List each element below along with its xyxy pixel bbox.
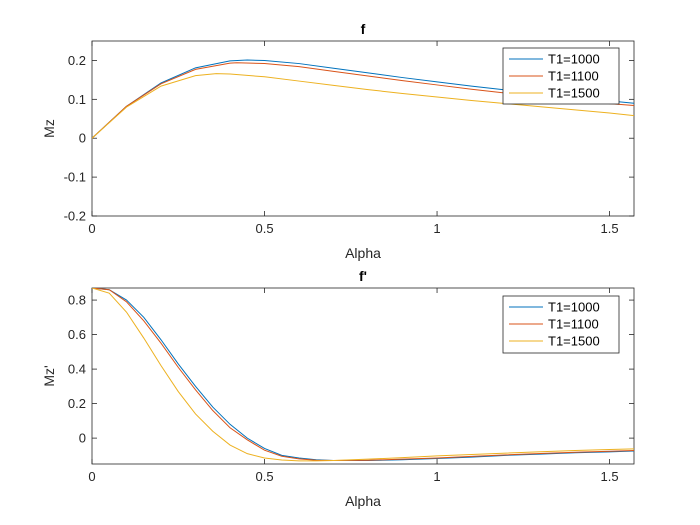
- x-tick-label: 0: [88, 221, 95, 236]
- y-tick-label: 0.8: [68, 293, 86, 308]
- series-line-t1-1500: [92, 73, 634, 139]
- chart-panel-2: 0 0.5 1 1.500.20.40.60.8f'AlphaMz'T1=1000T1…: [41, 268, 635, 509]
- y-tick-label: 0.2: [68, 53, 86, 68]
- legend-label: T1=1000: [548, 52, 600, 67]
- chart-panel-1: 0 0.5 1 1.5-0.2-0.100.10.2fAlphaMzT1=1000T1…: [41, 21, 635, 261]
- series-line-t1-1500: [92, 288, 634, 462]
- legend-label: T1=1000: [548, 300, 600, 315]
- x-tick-label: 0.5: [255, 469, 273, 484]
- legend-label: T1=1100: [548, 317, 599, 332]
- x-axis-label: Alpha: [345, 493, 381, 509]
- y-tick-label: 0.4: [68, 362, 86, 377]
- x-tick-label: 1.5: [601, 469, 619, 484]
- x-tick-label: 0.5: [255, 221, 273, 236]
- legend-label: T1=1500: [548, 86, 600, 101]
- series-line-t1-1100: [92, 288, 634, 462]
- chart-title: f': [359, 268, 367, 284]
- y-axis-label: Mz': [41, 365, 57, 386]
- y-tick-label: -0.1: [64, 170, 86, 185]
- x-axis-label: Alpha: [345, 245, 381, 261]
- y-tick-label: -0.2: [64, 209, 86, 224]
- y-tick-label: 0.2: [68, 396, 86, 411]
- x-tick-label: 1: [433, 221, 440, 236]
- x-tick-label: 1: [433, 469, 440, 484]
- series-line-t1-1000: [92, 288, 634, 462]
- legend-label: T1=1100: [548, 69, 599, 84]
- x-tick-label: 0: [88, 469, 95, 484]
- legend: T1=1000 T1=1100 T1=1500: [502, 47, 620, 105]
- y-axis-label: Mz: [41, 119, 57, 138]
- legend-label: T1=1500: [548, 334, 600, 349]
- x-tick-label: 1.5: [601, 221, 619, 236]
- y-tick-label: 0.1: [68, 92, 86, 107]
- y-tick-label: 0: [79, 131, 86, 146]
- y-tick-label: 0: [79, 431, 86, 446]
- y-tick-label: 0.6: [68, 327, 86, 342]
- chart-title: f: [361, 21, 366, 37]
- legend: T1=1000 T1=1100 T1=1500: [502, 295, 620, 354]
